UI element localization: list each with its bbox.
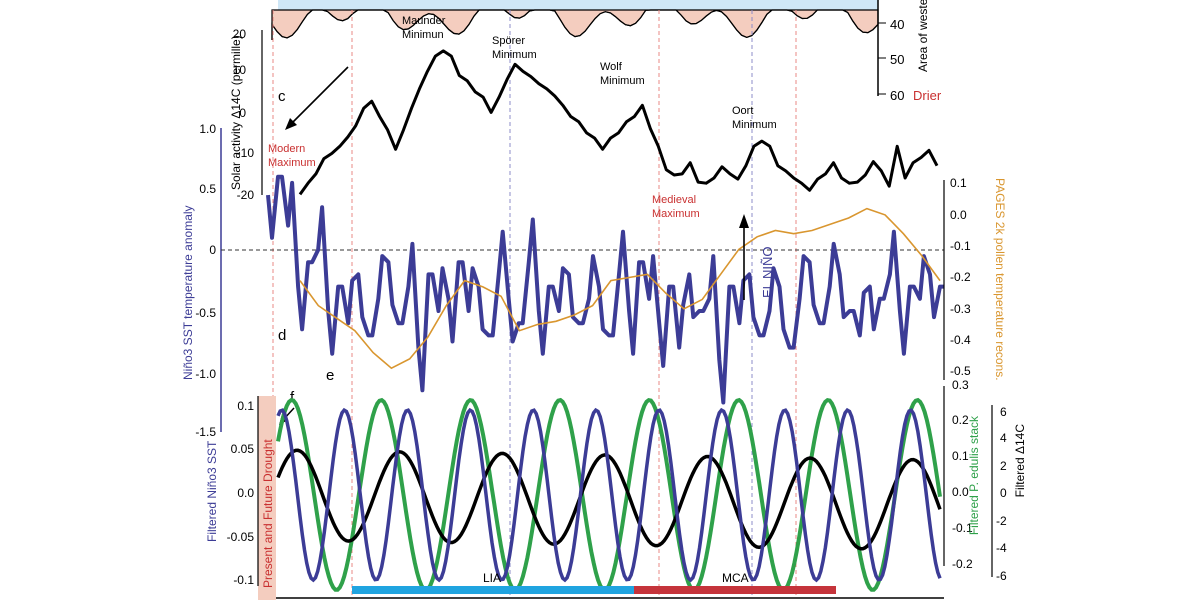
oort-label-2: Minimum <box>732 119 777 131</box>
drought-area-series <box>271 9 879 40</box>
drought-panel: 40 50 60 Drier Area of wester in drought… <box>271 0 942 103</box>
f-left-tick-005: 0.05 <box>231 442 255 456</box>
maunder-label-2: Minimun <box>402 29 444 41</box>
nino-series-line <box>266 174 944 405</box>
pages-tick-m05: -0.5 <box>950 364 971 378</box>
f-left-tick-m01: -0.1 <box>233 573 254 587</box>
pages-ylabel: PAGES 2k pollen temperature recons. <box>993 178 1007 381</box>
mca-bar <box>634 586 836 594</box>
filtered-d14c-line <box>276 448 942 551</box>
f-left-tick-01: 0.1 <box>237 399 254 413</box>
solar-tick-m10: -10 <box>237 146 255 160</box>
nino-tick-1: 1.0 <box>199 122 216 136</box>
f-r2-tick-m4: -4 <box>996 541 1007 555</box>
drought-tick-label-50: 50 <box>890 52 904 67</box>
f-r2-tick-m6: -6 <box>996 569 1007 583</box>
f-right1-ylabel: Filtered P. edulis stack <box>967 415 981 535</box>
f-r1-tick-01: 0.1 <box>952 449 969 463</box>
solar-tick-20: 20 <box>233 27 247 41</box>
wolf-label-1: Wolf <box>600 61 623 73</box>
f-r2-tick-0: 0 <box>1000 486 1007 500</box>
panel-label-d: d <box>278 327 286 344</box>
f-r2-tick-m2: -2 <box>996 514 1007 528</box>
nino-tick-05: 0.5 <box>199 182 216 196</box>
wolf-label-2: Minimum <box>600 75 645 87</box>
nino-tick-0: 0 <box>209 243 216 257</box>
oort-label-1: Oort <box>732 105 753 117</box>
solar-arrow <box>290 66 349 125</box>
mca-label: MCA <box>722 571 749 585</box>
el-nino-label: EL NIÑO <box>760 246 775 298</box>
drought-tick-label-60: 60 <box>890 88 904 103</box>
top-blue-fill <box>278 0 878 10</box>
drier-label: Drier <box>913 88 942 103</box>
lia-label: LIA <box>483 571 501 585</box>
f-left-tick-m005: -0.05 <box>227 530 255 544</box>
solar-series-line <box>298 49 939 196</box>
panel-label-c: c <box>278 88 286 105</box>
solar-tick-m20: -20 <box>237 188 255 202</box>
pages-tick-m03: -0.3 <box>950 302 971 316</box>
f-left-tick-0: 0.0 <box>237 486 254 500</box>
nino-tick-m1: -1.0 <box>195 367 216 381</box>
nino-ylabel: Niño3 SST temperature anomaly <box>181 205 195 380</box>
f-left-ylabel: Filtered Niño3 SST <box>205 440 219 542</box>
lia-bar <box>352 586 634 594</box>
f-right2-ylabel: Filtered Δ14C <box>1013 424 1027 498</box>
f-r1-tick-03: 0.3 <box>952 378 969 392</box>
pages-tick-01: 0.1 <box>950 176 967 190</box>
solar-arrow-head <box>285 118 297 130</box>
f-r2-tick-2: 2 <box>1000 459 1007 473</box>
drought-shade-label: Present and Future Drought <box>261 439 275 588</box>
f-r2-tick-6: 6 <box>1000 405 1007 419</box>
panel-label-e: e <box>326 367 334 384</box>
sporer-label-1: Spörer <box>492 35 525 47</box>
nino-tick-m05: -0.5 <box>195 306 216 320</box>
pages-series-line <box>299 207 941 370</box>
nino-tick-m15: -1.5 <box>195 425 216 439</box>
pages-tick-m04: -0.4 <box>950 333 971 347</box>
modern-maximum-label-2: Maximum <box>268 157 316 169</box>
f-r1-tick-m01: -0.1 <box>952 521 973 535</box>
filtered-panel: Present and Future Drought 0.1 0.05 0.0 … <box>205 378 1027 600</box>
solar-panel: 20 10 0 -10 -20 Solar activity Δ14C (per… <box>229 15 939 220</box>
pages-tick-m01: -0.1 <box>950 239 971 253</box>
maunder-label-1: Maunder <box>402 15 446 27</box>
f-r2-tick-4: 4 <box>1000 431 1007 445</box>
el-nino-arrow-head <box>739 214 749 228</box>
nino-panel: 1.0 0.5 0 -0.5 -1.0 -1.5 Niño3 SST tempe… <box>181 122 1007 439</box>
solar-tick-0: 0 <box>239 106 246 120</box>
sporer-label-2: Minimum <box>492 49 537 61</box>
panel-label-f: f <box>290 389 295 406</box>
filtered-nino-line <box>276 407 942 583</box>
solar-ylabel: Solar activity Δ14C (permille) <box>229 35 243 190</box>
drought-tick-label-40: 40 <box>890 17 904 32</box>
filtered-pedulis-line <box>276 397 942 593</box>
pages-tick-00: 0.0 <box>950 208 967 222</box>
medieval-maximum-label-1: Medieval <box>652 194 696 206</box>
modern-maximum-label-1: Modern <box>268 143 305 155</box>
f-r1-tick-00: 0.0 <box>952 485 969 499</box>
medieval-maximum-label-2: Maximum <box>652 208 700 220</box>
solar-tick-10: 10 <box>233 63 247 77</box>
f-r1-tick-02: 0.2 <box>952 413 969 427</box>
f-r1-tick-m02: -0.2 <box>952 557 973 571</box>
drought-ylabel: Area of wester in drought ( <box>916 0 930 72</box>
drought-shade <box>258 396 276 600</box>
pages-tick-m02: -0.2 <box>950 270 971 284</box>
